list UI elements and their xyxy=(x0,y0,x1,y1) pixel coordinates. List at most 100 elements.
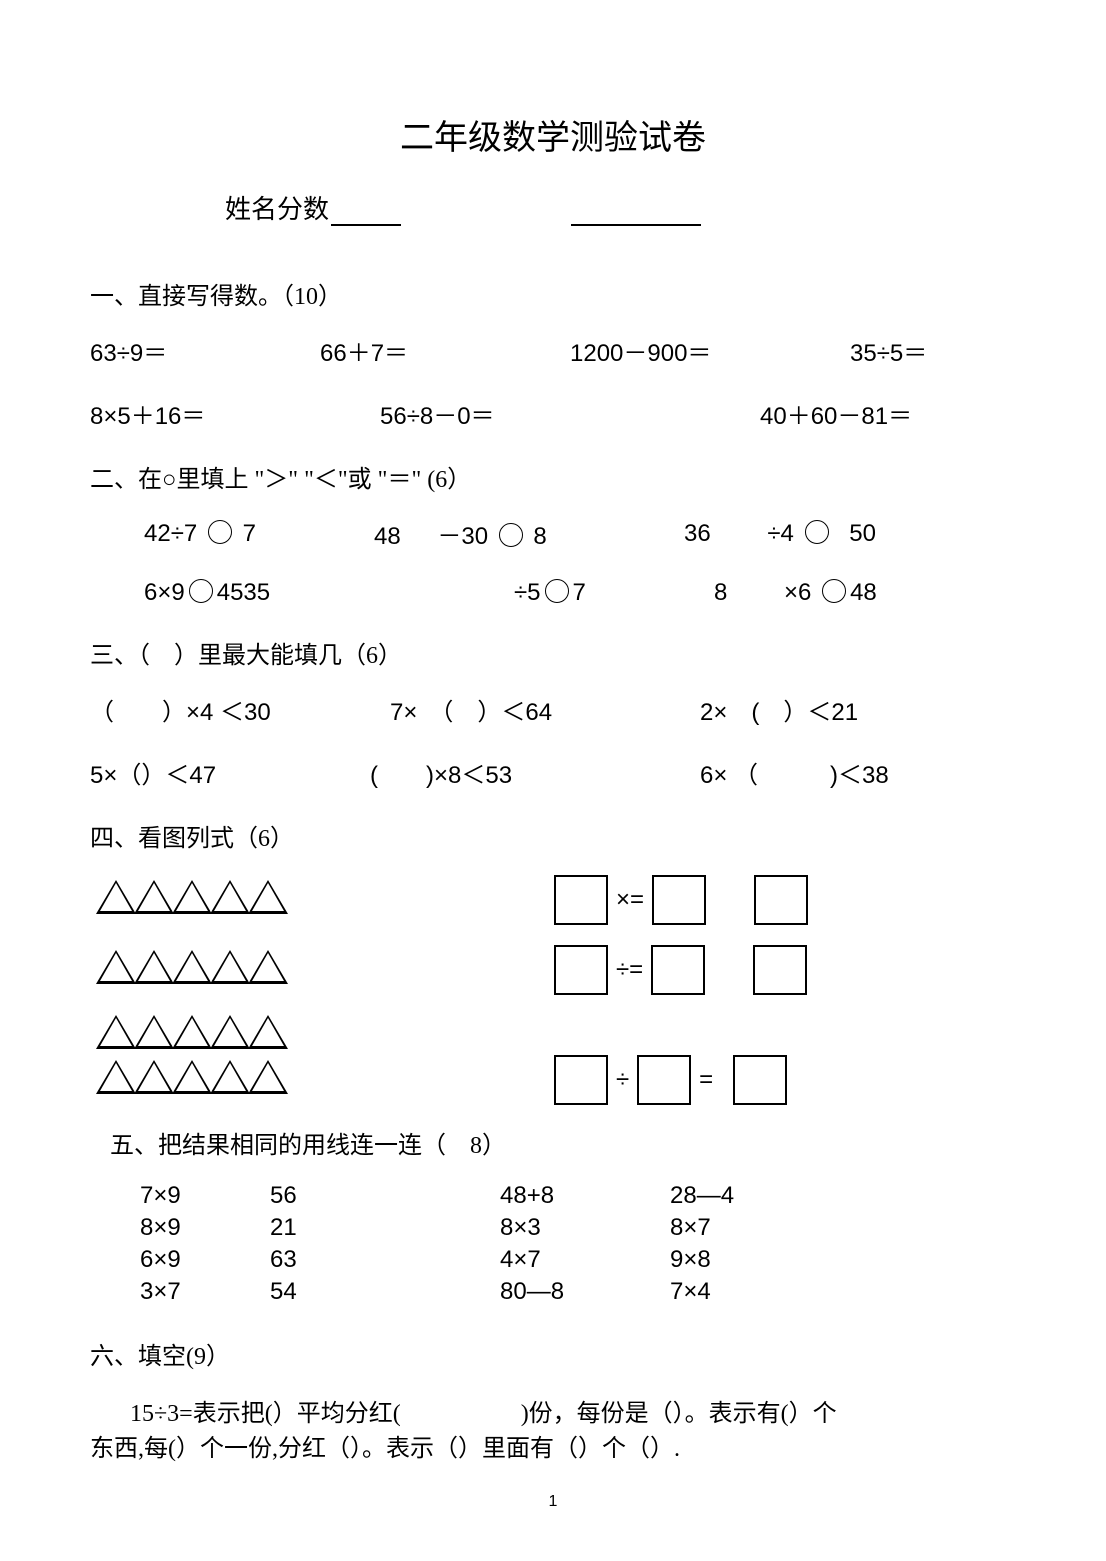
name-score-line: 姓名分数 xyxy=(225,189,1016,226)
op-div: ÷ xyxy=(616,1066,629,1094)
q-3-5: ( )×8＜53 xyxy=(370,755,700,790)
q-2-5-post: 7 xyxy=(573,579,586,606)
triangle-row-1 xyxy=(96,880,286,914)
page-title: 二年级数学测验试卷 xyxy=(90,110,1016,159)
triangle-icon xyxy=(96,1015,136,1049)
answer-box xyxy=(554,945,608,995)
triangle-icon xyxy=(134,950,174,984)
q-2-1-pre: 42÷7 xyxy=(144,520,197,547)
triangle-icon xyxy=(248,880,288,914)
s5-0-c3: 48+8 xyxy=(500,1182,670,1210)
sec5-row-2: 6×9 63 4×7 9×8 xyxy=(140,1246,1016,1274)
s5-2-c4: 9×8 xyxy=(670,1246,800,1274)
triangle-icon xyxy=(134,1060,174,1094)
q-2-1-post: 7 xyxy=(243,520,256,547)
q-2-2-mid: －30 xyxy=(437,523,488,550)
triangle-icon xyxy=(210,1060,250,1094)
sec5-head: 五、把结果相同的用线连一连（ 8） xyxy=(110,1125,1016,1160)
triangle-icon xyxy=(134,1015,174,1049)
answer-box xyxy=(754,875,808,925)
page-number: 1 xyxy=(90,1493,1016,1511)
sec3-row2: 5×（）＜47 ( )×8＜53 6× （ )＜38 xyxy=(90,755,1016,790)
q-2-6: 8 ×6 48 xyxy=(714,579,877,607)
triangle-row-4 xyxy=(96,1060,286,1094)
q-2-2-pre: 48 xyxy=(374,523,401,550)
answer-box xyxy=(651,945,705,995)
sec6-head: 六、填空(9） xyxy=(90,1336,1016,1371)
circle-blank xyxy=(208,520,232,544)
q-2-4-post: 4535 xyxy=(217,579,270,606)
q-2-5-mid: ÷5 xyxy=(514,579,541,606)
q-3-4: 5×（）＜47 xyxy=(90,755,370,790)
s5-0-c4: 28—4 xyxy=(670,1182,800,1210)
sec6-line1: 15÷3=表示把(）平均分红( )份，每份是（）。表示有(）个 xyxy=(130,1393,1016,1428)
triangle-icon xyxy=(210,880,250,914)
answer-box xyxy=(753,945,807,995)
circle-blank xyxy=(189,579,213,603)
sec5-row-3: 3×7 54 80—8 7×4 xyxy=(140,1278,1016,1306)
s5-3-c4: 7×4 xyxy=(670,1278,800,1306)
equation-2: ÷= xyxy=(546,945,815,995)
circle-blank xyxy=(499,523,523,547)
triangle-icon xyxy=(172,1015,212,1049)
sec5-row-1: 8×9 21 8×3 8×7 xyxy=(140,1214,1016,1242)
q-2-3-pre: 36 xyxy=(684,520,711,547)
sec3-row1: （ ）×4 ＜30 7× （ ）＜64 2× ( ）＜21 xyxy=(90,692,1016,727)
q-1-2: 66＋7＝ xyxy=(320,333,570,368)
sec4-line3a xyxy=(90,1015,1016,1049)
circle-blank xyxy=(822,579,846,603)
answer-box xyxy=(733,1055,787,1105)
q-1-7: 40＋60－81＝ xyxy=(760,396,912,431)
s5-1-c3: 8×3 xyxy=(500,1214,670,1242)
equation-1: ×= xyxy=(546,875,816,925)
sec4-line1: ×= xyxy=(90,875,1016,925)
s5-0-c1: 7×9 xyxy=(140,1182,270,1210)
sec1-row2: 8×5＋16＝ 56÷8－0＝ 40＋60－81＝ xyxy=(90,396,1016,431)
triangle-row-3 xyxy=(96,1015,1016,1049)
sec2-row2: 6×9 4535 ÷5 7 8 ×6 48 xyxy=(144,579,1016,607)
q-2-3-mid: ÷4 xyxy=(767,520,794,547)
q-3-3: 2× ( ）＜21 xyxy=(700,692,858,727)
q-2-3-post: 50 xyxy=(849,520,876,547)
q-1-4: 35÷5＝ xyxy=(850,333,927,368)
q-1-1: 63÷9＝ xyxy=(90,333,320,368)
score-blank-2 xyxy=(571,224,701,226)
sec4-line3b: ÷ = xyxy=(90,1055,1016,1105)
answer-box xyxy=(637,1055,691,1105)
q-1-6: 56÷8－0＝ xyxy=(380,396,760,431)
answer-box xyxy=(652,875,706,925)
q-2-2: 48 －30 8 xyxy=(374,516,684,551)
q-3-6: 6× （ )＜38 xyxy=(700,755,889,790)
s5-2-c1: 6×9 xyxy=(140,1246,270,1274)
s5-1-c2: 21 xyxy=(270,1214,500,1242)
q-2-6-pre: 8 xyxy=(714,579,727,606)
triangle-icon xyxy=(210,950,250,984)
sec5-grid: 7×9 56 48+8 28—4 8×9 21 8×3 8×7 6×9 63 4… xyxy=(140,1182,1016,1306)
sec5-row-0: 7×9 56 48+8 28—4 xyxy=(140,1182,1016,1210)
op-eq: = xyxy=(699,1066,713,1094)
triangle-icon xyxy=(172,1060,212,1094)
q-2-2-post: 8 xyxy=(533,523,546,550)
q-2-4: 6×9 4535 xyxy=(144,579,514,607)
q-3-1: （ ）×4 ＜30 xyxy=(90,692,390,727)
triangle-icon xyxy=(96,1060,136,1094)
answer-box xyxy=(554,875,608,925)
score-blank-1 xyxy=(331,224,401,226)
q-2-5: ÷5 7 xyxy=(514,579,714,607)
triangle-icon xyxy=(96,950,136,984)
q-2-4-pre: 6×9 xyxy=(144,579,185,606)
s5-1-c1: 8×9 xyxy=(140,1214,270,1242)
s5-0-c2: 56 xyxy=(270,1182,500,1210)
q-2-6-mid: ×6 xyxy=(784,579,811,606)
triangle-icon xyxy=(172,880,212,914)
triangle-icon xyxy=(96,880,136,914)
sec6-line2: 东西,每(）个一份,分红（）。表示（）里面有（）个（）. xyxy=(90,1428,1016,1463)
sec2-row1: 42÷7 7 48 －30 8 36 ÷4 50 xyxy=(144,516,1016,551)
op-times-eq: ×= xyxy=(616,886,644,914)
sec1-row1: 63÷9＝ 66＋7＝ 1200－900＝ 35÷5＝ xyxy=(90,333,1016,368)
q-1-5: 8×5＋16＝ xyxy=(90,396,380,431)
answer-box xyxy=(554,1055,608,1105)
sec1-head: 一、直接写得数。（10） xyxy=(90,276,1016,311)
triangle-icon xyxy=(248,1015,288,1049)
circle-blank xyxy=(805,520,829,544)
